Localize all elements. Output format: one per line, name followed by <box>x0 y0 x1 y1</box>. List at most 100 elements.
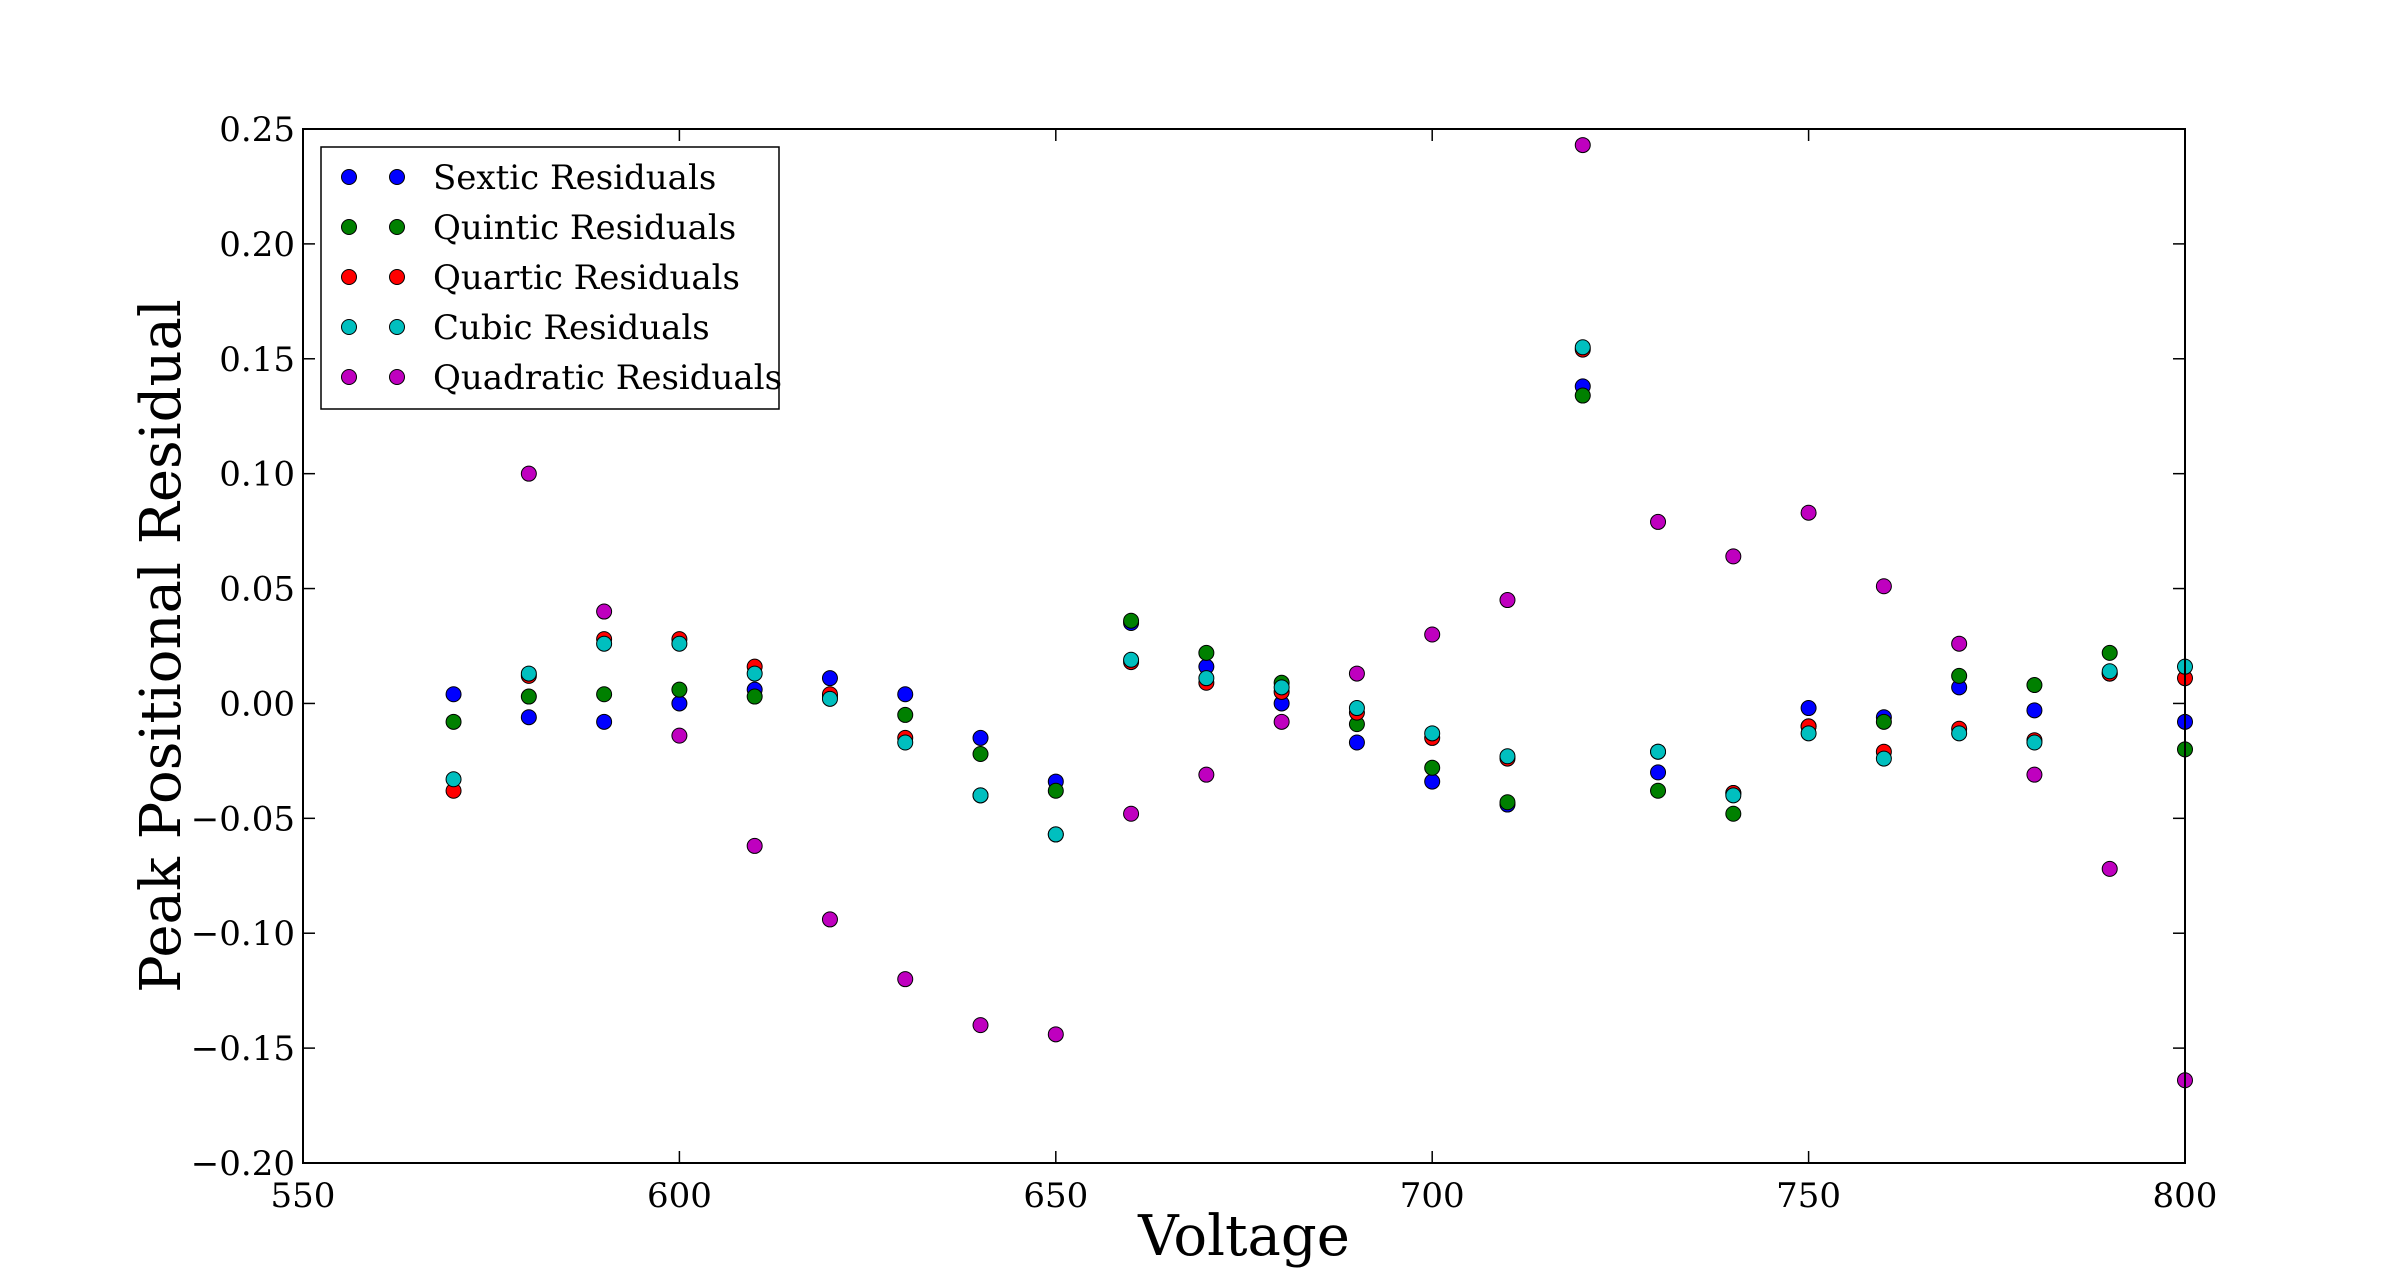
data-point <box>596 686 613 703</box>
data-point <box>1725 548 1742 565</box>
data-point <box>1951 725 1968 742</box>
y-tick-label: −0.20 <box>191 1144 295 1184</box>
data-point <box>1875 713 1892 730</box>
legend-item: Quadratic Residuals <box>341 358 782 398</box>
data-point <box>445 771 462 788</box>
data-point <box>1123 651 1140 668</box>
data-point <box>2026 766 2043 783</box>
data-point <box>1951 667 1968 684</box>
data-point <box>1348 700 1365 717</box>
data-point <box>2101 663 2118 680</box>
data-point <box>2026 677 2043 694</box>
data-point <box>1424 626 1441 643</box>
x-tick-label: 800 <box>2153 1176 2218 1216</box>
legend-marker <box>341 319 357 335</box>
data-point <box>897 706 914 723</box>
data-point <box>445 686 462 703</box>
legend-item: Cubic Residuals <box>341 308 710 348</box>
data-point <box>1800 504 1817 521</box>
data-point <box>1875 578 1892 595</box>
legend-label: Quartic Residuals <box>433 258 740 298</box>
legend-label: Sextic Residuals <box>433 158 716 198</box>
legend-label: Quadratic Residuals <box>433 358 782 398</box>
y-tick-label: 0.10 <box>219 455 295 495</box>
legend-marker <box>389 219 405 235</box>
data-point <box>1650 743 1667 760</box>
y-tick-label: −0.10 <box>191 914 295 954</box>
x-tick-label: 550 <box>271 1176 336 1216</box>
data-point <box>596 603 613 620</box>
data-point <box>746 837 763 854</box>
data-point <box>1800 725 1817 742</box>
data-point <box>746 688 763 705</box>
legend-item: Sextic Residuals <box>341 158 716 198</box>
data-point <box>2101 644 2118 661</box>
legend-marker <box>341 219 357 235</box>
y-tick-label: 0.15 <box>219 340 295 380</box>
data-point <box>1650 513 1667 530</box>
data-point <box>1047 782 1064 799</box>
data-point <box>1800 700 1817 717</box>
legend-marker <box>389 369 405 385</box>
data-point <box>1198 644 1215 661</box>
data-point <box>1499 592 1516 609</box>
data-point <box>1574 137 1591 154</box>
data-point <box>445 713 462 730</box>
data-point <box>1348 665 1365 682</box>
data-point <box>1574 387 1591 404</box>
data-point <box>897 686 914 703</box>
data-point <box>1198 670 1215 687</box>
data-point <box>2101 860 2118 877</box>
x-axis-label: Voltage <box>1137 1204 1350 1269</box>
data-point <box>1424 759 1441 776</box>
data-point <box>596 713 613 730</box>
data-point <box>1047 1026 1064 1043</box>
data-point <box>2026 702 2043 719</box>
plot-area-frame <box>302 128 2186 1164</box>
data-point <box>1725 805 1742 822</box>
data-point <box>1499 794 1516 811</box>
data-point <box>520 709 537 726</box>
legend-marker <box>389 269 405 285</box>
data-point <box>897 971 914 988</box>
legend: Sextic Residuals Quintic Residuals Quartic… <box>320 146 782 410</box>
data-point <box>671 635 688 652</box>
series-1 <box>445 387 2193 822</box>
legend-marker <box>389 169 405 185</box>
y-tick-label: 0.00 <box>219 684 295 724</box>
x-tick-label: 750 <box>1776 1176 1841 1216</box>
data-point <box>596 635 613 652</box>
data-point <box>1725 787 1742 804</box>
data-point <box>1424 725 1441 742</box>
data-point <box>1047 826 1064 843</box>
legend-label: Cubic Residuals <box>433 308 710 348</box>
data-point <box>520 465 537 482</box>
y-tick-label: −0.15 <box>191 1029 295 1069</box>
legend-marker <box>341 269 357 285</box>
data-point <box>746 665 763 682</box>
data-point <box>1574 339 1591 356</box>
legend-marker <box>341 369 357 385</box>
data-point <box>1650 764 1667 781</box>
legend-marker <box>389 319 405 335</box>
data-point <box>1123 805 1140 822</box>
data-point <box>1650 782 1667 799</box>
series-3 <box>445 339 2193 843</box>
data-points <box>445 137 2193 1089</box>
data-point <box>821 911 838 928</box>
x-tick-label: 600 <box>647 1176 712 1216</box>
x-tick-label: 650 <box>1023 1176 1088 1216</box>
data-point <box>821 670 838 687</box>
data-point <box>1273 713 1290 730</box>
y-tick-label: −0.05 <box>191 799 295 839</box>
data-point <box>1951 635 1968 652</box>
y-tick-label: 0.20 <box>219 225 295 265</box>
legend-label: Quintic Residuals <box>433 208 736 248</box>
y-tick-label: 0.25 <box>219 110 295 150</box>
data-point <box>671 681 688 698</box>
data-point <box>1875 750 1892 767</box>
y-axis-label: Peak Positional Residual <box>129 299 194 993</box>
data-point <box>1198 766 1215 783</box>
legend-item: Quartic Residuals <box>341 258 740 298</box>
